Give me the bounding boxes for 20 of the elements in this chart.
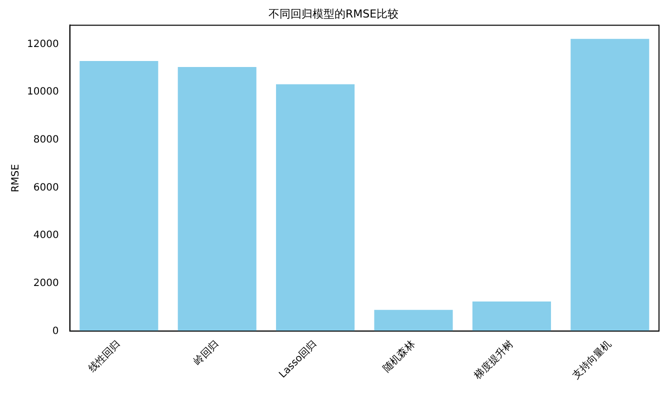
y-tick-label: 12000 [27, 38, 59, 50]
x-tick-label: 线性回归 [86, 338, 123, 375]
bar [374, 310, 453, 332]
y-tick-label: 10000 [27, 86, 59, 98]
y-axis-title: RMSE [10, 164, 22, 192]
chart-title: 不同回归模型的RMSE比较 [268, 7, 399, 20]
x-tick-label: 梯度提升树 [471, 338, 516, 382]
x-tick-label: 支持向量机 [570, 338, 614, 382]
y-tick-label: 8000 [33, 134, 59, 146]
y-tick-label: 4000 [33, 230, 59, 242]
bar [570, 38, 650, 332]
y-tick-label: 6000 [33, 182, 59, 194]
x-tick-label: 岭回归 [191, 338, 222, 368]
bar [276, 84, 355, 332]
bar [178, 67, 256, 332]
y-tick-label: 2000 [33, 278, 59, 289]
x-tick-label: 随机森林 [380, 338, 418, 375]
bar [472, 302, 551, 332]
y-tick-label: 0 [52, 326, 59, 337]
bar [80, 61, 158, 332]
